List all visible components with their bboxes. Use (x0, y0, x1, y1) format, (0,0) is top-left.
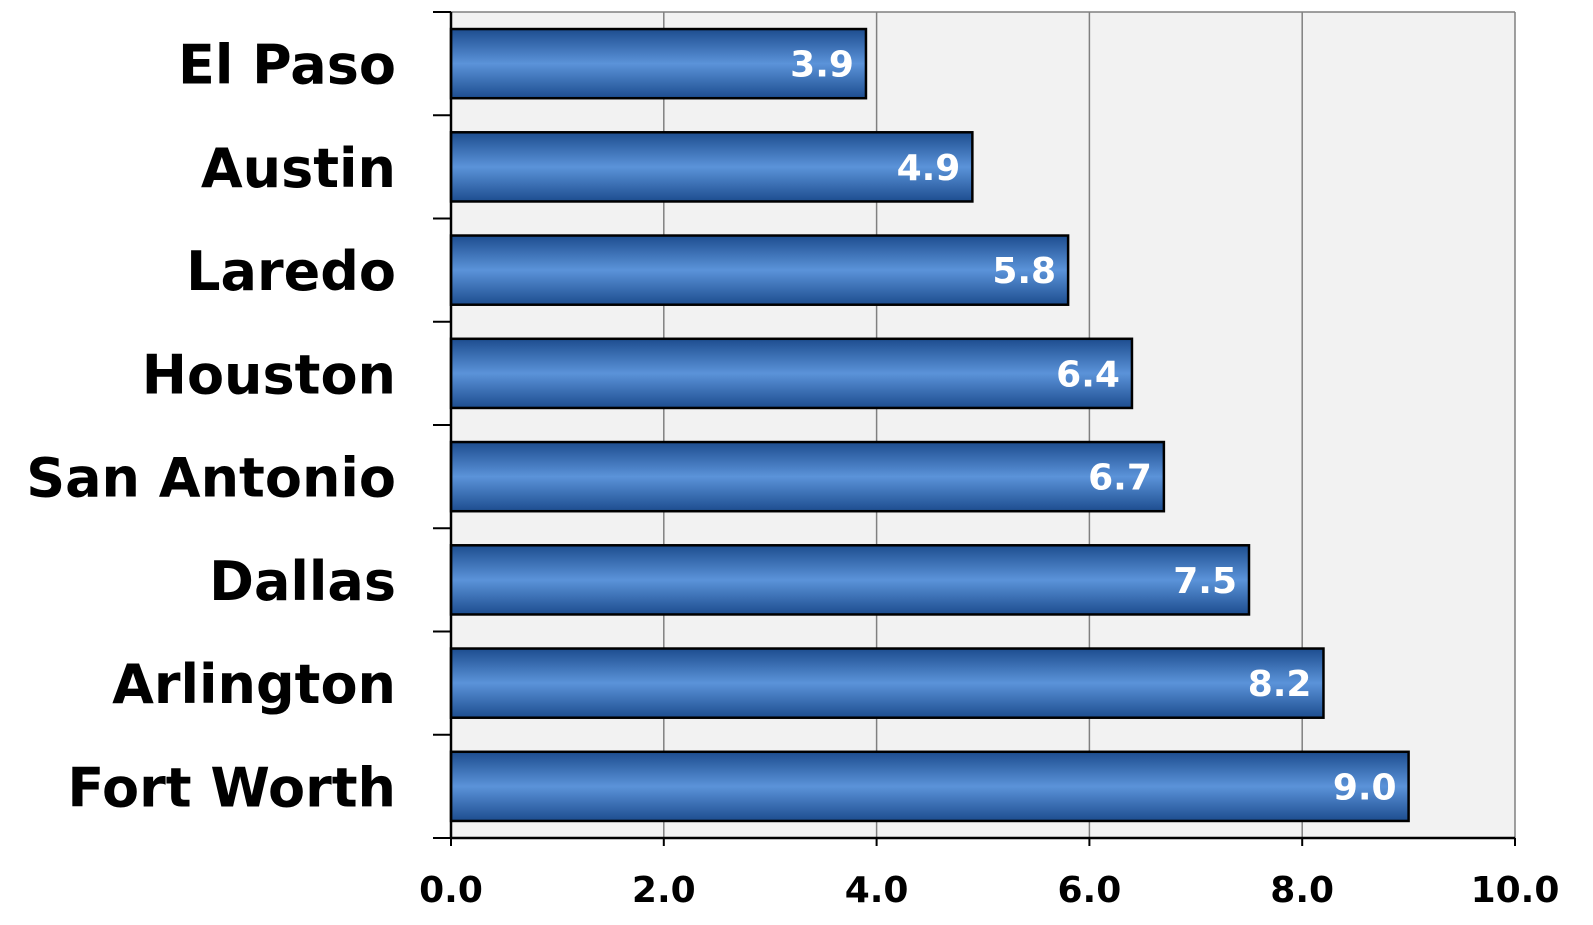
data-label: 8.2 (1248, 664, 1312, 705)
category-label: El Paso (178, 34, 396, 97)
labels: 0.0 2.0 4.0 6.0 8.0 10.0 3.9 El Paso 4.9 Austin 5.… (26, 34, 1559, 911)
data-label: 9.0 (1333, 767, 1397, 808)
category-label: Arlington (112, 653, 396, 716)
data-label: 5.8 (992, 251, 1056, 292)
data-label: 6.7 (1088, 458, 1152, 499)
category-label: Fort Worth (67, 756, 396, 819)
bar (449, 750, 1410, 823)
bars (449, 27, 1410, 823)
data-label: 3.9 (790, 45, 854, 86)
category-label: Houston (142, 343, 396, 406)
x-tick-label: 8.0 (1270, 870, 1334, 911)
axes (433, 11, 1516, 846)
bar (449, 337, 1134, 410)
data-label: 6.4 (1056, 354, 1120, 395)
bar (449, 234, 1070, 306)
x-tick-label: 4.0 (845, 870, 909, 911)
bar (449, 440, 1166, 513)
x-tick-label: 0.0 (419, 870, 483, 911)
x-tick-label: 2.0 (632, 870, 696, 911)
data-label: 4.9 (897, 148, 961, 189)
bar (449, 647, 1325, 719)
x-tick-label: 6.0 (1058, 870, 1122, 911)
category-label: Laredo (186, 240, 396, 303)
bar (449, 131, 974, 203)
category-label: Dallas (209, 550, 396, 613)
bar (449, 27, 868, 100)
data-label: 7.5 (1173, 561, 1237, 602)
category-label: Austin (201, 137, 396, 200)
bar (449, 544, 1251, 616)
category-label: San Antonio (26, 447, 396, 510)
x-tick-label: 10.0 (1471, 870, 1560, 911)
